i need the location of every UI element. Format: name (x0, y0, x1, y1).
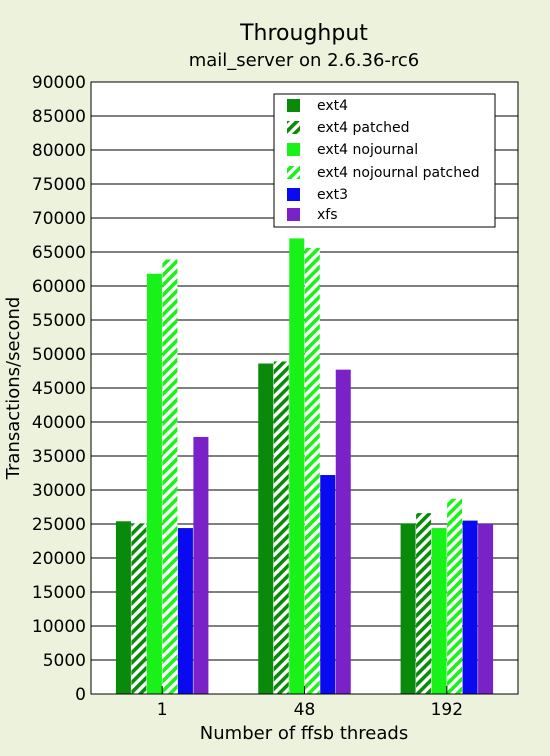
y-tick-label: 25000 (32, 515, 86, 535)
bar-xfs-48 (335, 369, 351, 694)
bar-ext3-1 (177, 528, 193, 694)
y-tick-label: 45000 (32, 379, 86, 399)
bar-xfs-1 (193, 436, 209, 694)
y-tick-label: 90000 (32, 73, 86, 93)
y-tick-label: 50000 (32, 345, 86, 365)
legend: ext4 ext4 patched ext4 nojournal ext4 nojou… (273, 93, 496, 228)
legend-swatch-ext4-nojournal (287, 143, 300, 156)
legend-box (273, 93, 496, 228)
bar-ext4-patched-192 (416, 513, 432, 694)
y-tick-label: 40000 (32, 413, 86, 433)
bar-ext4-nojournal-patched-1 (162, 259, 178, 694)
y-tick-label: 30000 (32, 481, 86, 501)
legend-label: ext3 (317, 187, 348, 203)
bar-ext4-nojournal-48 (289, 238, 305, 694)
x-tick-label: 192 (431, 700, 463, 720)
chart-title: Throughput (239, 21, 368, 46)
bar-ext4-patched-48 (273, 361, 289, 694)
y-tick-label: 20000 (32, 549, 86, 569)
y-axis-label: Transactions/second (3, 297, 24, 481)
plot-border (90, 81, 519, 695)
bar-xfs-192 (478, 524, 494, 694)
bar-ext4-nojournal-192 (431, 528, 447, 694)
legend-label: xfs (317, 207, 338, 223)
y-tick-label: 5000 (43, 651, 86, 671)
x-tick-label: 1 (157, 700, 168, 720)
x-tick-label: 48 (294, 700, 316, 720)
legend-swatch-ext4-nojournal-patched (287, 166, 300, 179)
bar-ext4-nojournal-patched-192 (447, 498, 463, 694)
legend-swatch-xfs (287, 208, 300, 221)
bar-ext4-1 (115, 521, 131, 694)
bar-ext4-nojournal-1 (146, 273, 162, 694)
y-tick-label: 55000 (32, 311, 86, 331)
legend-swatch-ext3 (287, 188, 300, 201)
y-tick-label: 70000 (32, 209, 86, 229)
y-tick-label: 10000 (32, 617, 86, 637)
legend-label: ext4 nojournal (317, 142, 418, 158)
bar-ext4-48 (258, 363, 274, 694)
y-tick-label: 85000 (32, 107, 86, 127)
legend-swatch-ext4 (287, 99, 300, 112)
legend-swatch-ext4-patched (287, 121, 300, 134)
bar-ext3-192 (462, 520, 478, 694)
y-tick-label: 0 (75, 685, 86, 705)
y-tick-label: 75000 (32, 175, 86, 195)
bars: 1 48 192 (115, 238, 494, 720)
legend-label: ext4 (317, 98, 348, 114)
legend-label: ext4 patched (317, 120, 410, 136)
y-tick-label: 80000 (32, 141, 86, 161)
bar-ext3-48 (320, 475, 336, 694)
x-axis-label: Number of ffsb threads (200, 723, 408, 744)
bar-ext4-192 (400, 523, 416, 694)
chart-subtitle: mail_server on 2.6.36-rc6 (189, 50, 420, 71)
bar-ext4-nojournal-patched-48 (304, 247, 320, 695)
legend-label: ext4 nojournal patched (317, 165, 480, 181)
y-tick-label: 35000 (32, 447, 86, 467)
y-grid: 0 5000 10000 15000 20000 25000 30000 35000 40000… (32, 73, 518, 705)
y-tick-label: 15000 (32, 583, 86, 603)
y-tick-label: 60000 (32, 277, 86, 297)
y-tick-label: 65000 (32, 243, 86, 263)
bar-ext4-patched-1 (131, 523, 147, 694)
